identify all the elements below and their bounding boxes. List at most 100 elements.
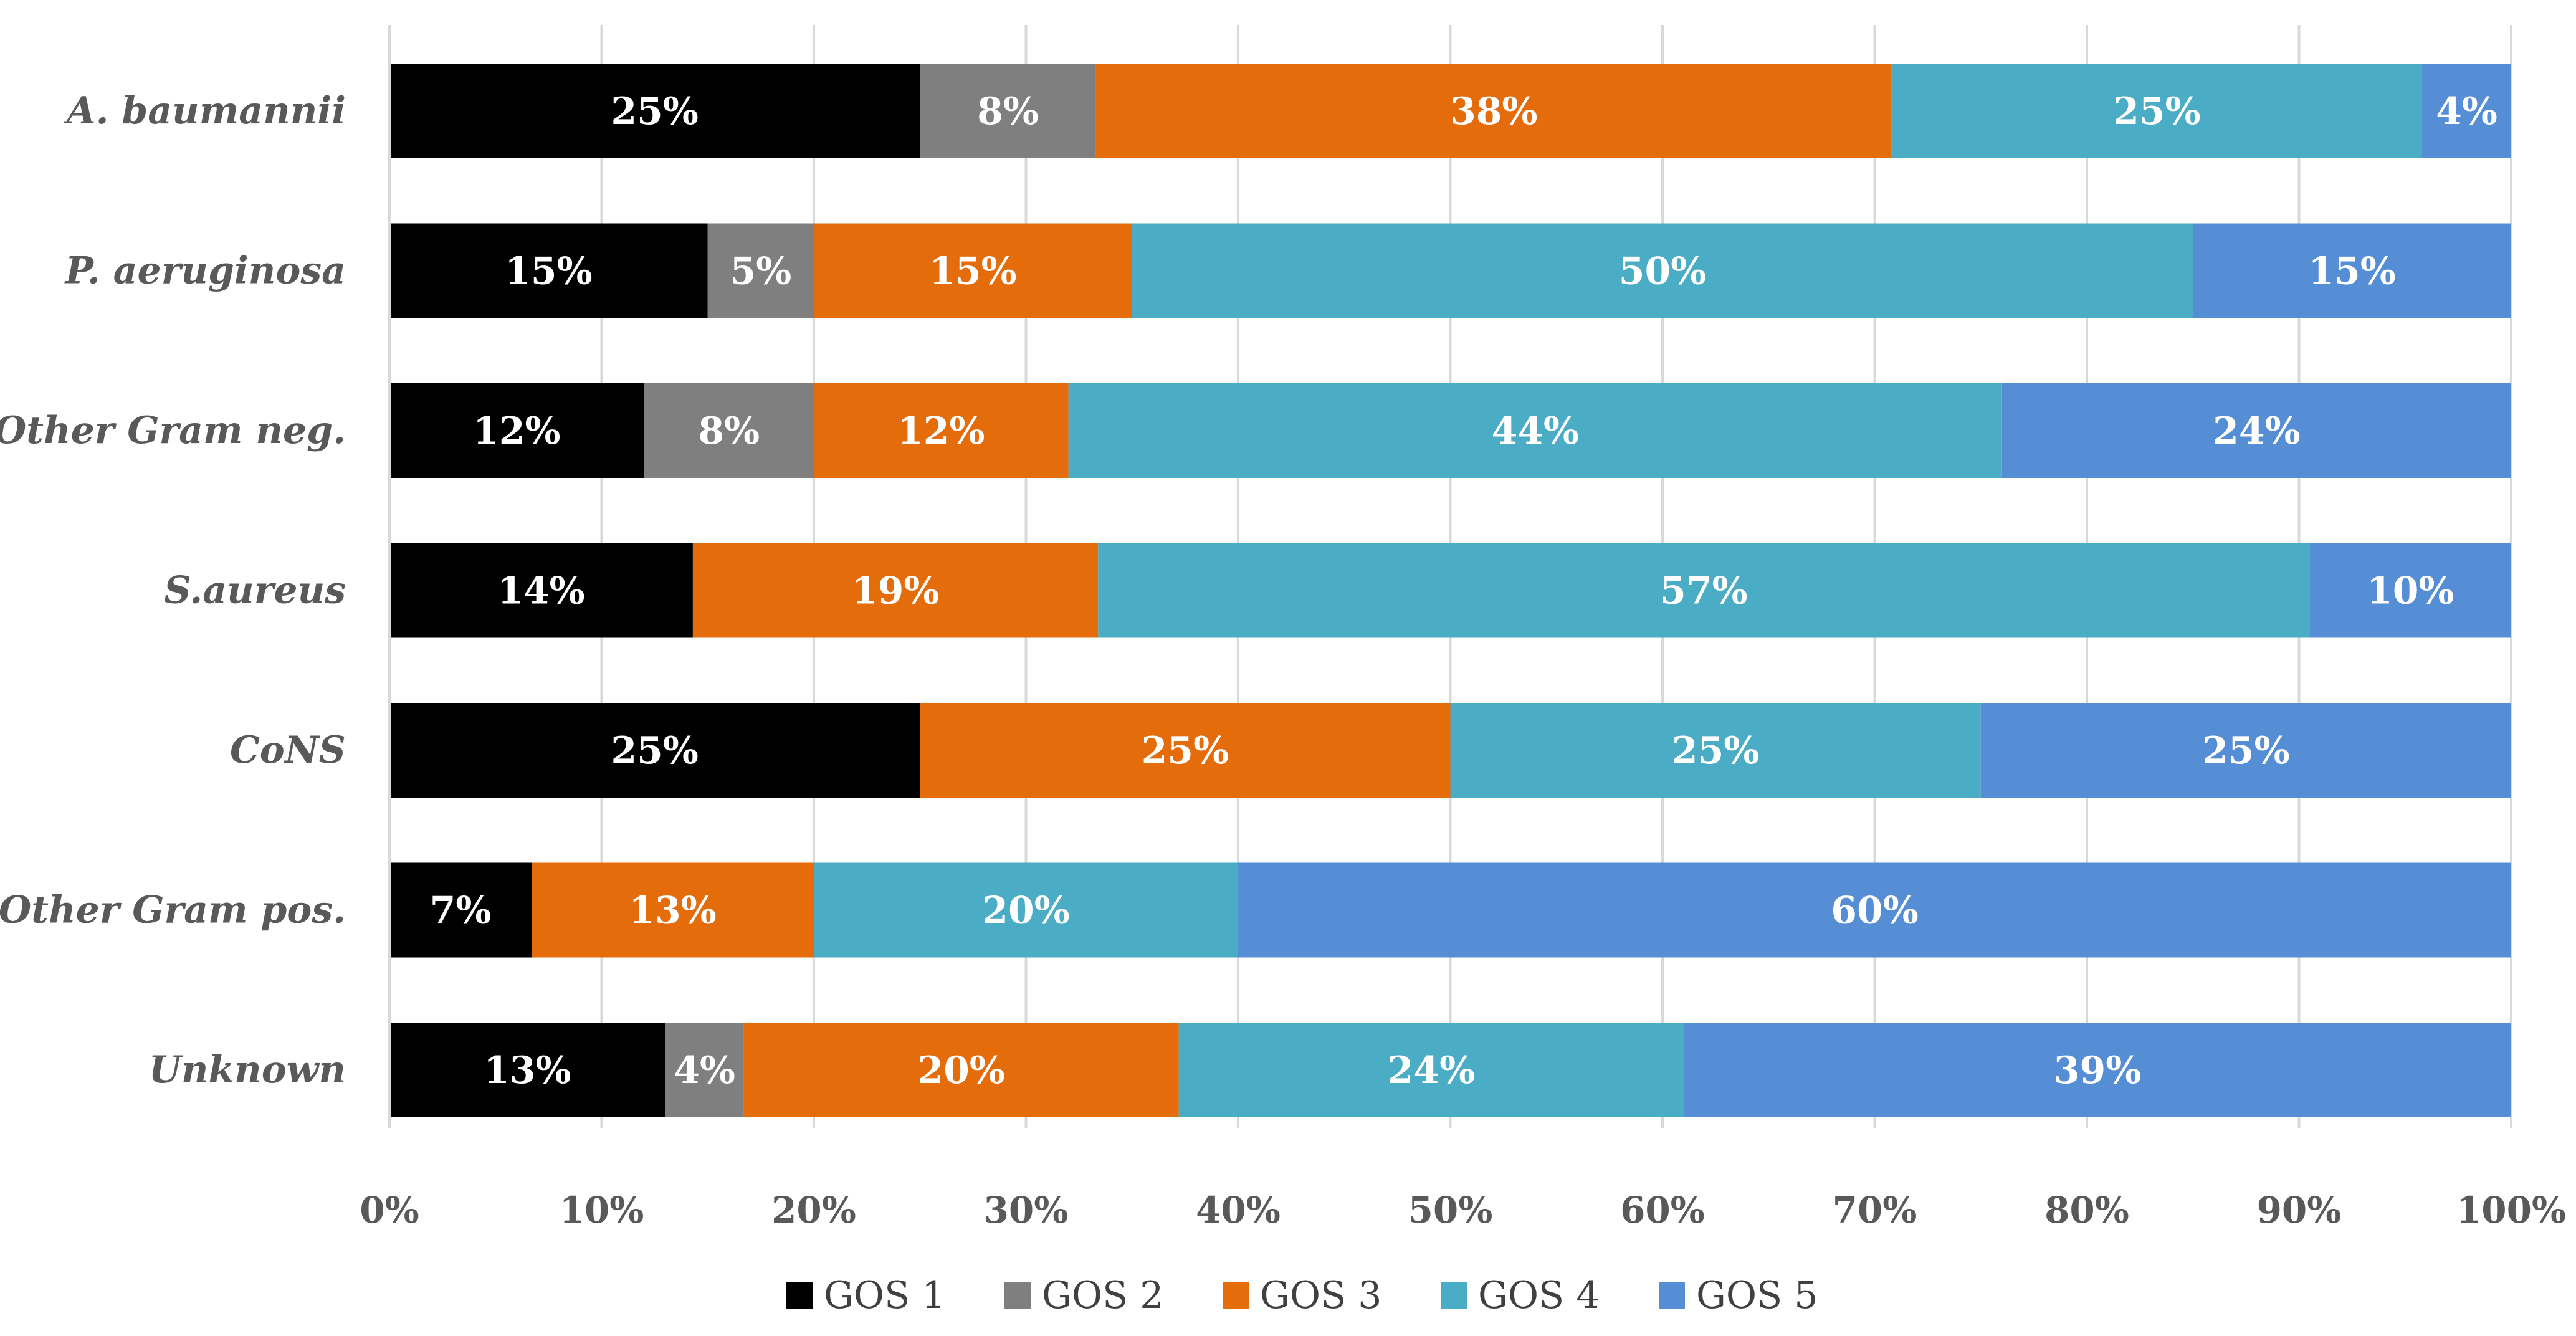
bar-segment: [2309, 543, 2511, 638]
bar-row: P. aeruginosa 15% 5% 15% 50% 15%: [64, 223, 2511, 318]
data-label: 24%: [1388, 1049, 1476, 1092]
legend-swatch: [1659, 1282, 1685, 1309]
bar-segment: [814, 862, 1238, 958]
data-label: 12%: [897, 409, 985, 453]
legend-item: GOS 2: [1004, 1274, 1163, 1317]
bar-segment: [1132, 223, 2193, 318]
data-label: 10%: [2367, 570, 2454, 613]
data-label: 25%: [611, 90, 699, 133]
data-label: 20%: [982, 889, 1070, 933]
data-label: 15%: [2308, 250, 2396, 293]
data-label: 38%: [1450, 90, 1538, 133]
x-axis-ticks: 0% 10% 20% 30% 40% 50% 60% 70% 80% 90% 100%: [360, 1189, 2566, 1231]
bar-row: A. baumannii 25% 8% 38% 25% 4%: [64, 64, 2511, 158]
legend-label: GOS 2: [1042, 1274, 1163, 1317]
category-label: P. aeruginosa: [64, 249, 346, 293]
bar-row: Other Gram pos. 7% 13% 20% 60%: [0, 862, 2511, 958]
data-label: 4%: [674, 1049, 735, 1092]
bar-segment: [920, 64, 1096, 158]
legend-item: GOS 4: [1441, 1274, 1600, 1317]
data-label: 25%: [2113, 90, 2201, 133]
x-tick-label: 70%: [1833, 1189, 1917, 1231]
x-tick-label: 0%: [360, 1189, 419, 1231]
category-label: Other Gram neg.: [0, 409, 346, 452]
data-label: 4%: [2436, 90, 2497, 133]
bar-segment: [389, 383, 644, 478]
data-label: 8%: [977, 90, 1039, 133]
data-label: 20%: [917, 1049, 1005, 1092]
bar-segment: [1238, 862, 2511, 958]
data-label: 15%: [505, 250, 593, 293]
data-label: 25%: [1142, 729, 1229, 773]
data-label: 13%: [484, 1049, 571, 1092]
bar-segment: [2193, 223, 2511, 318]
bar-segment: [743, 1023, 1179, 1117]
bar-segment: [692, 543, 1099, 638]
legend-item: GOS 5: [1659, 1274, 1818, 1317]
data-label: 25%: [611, 729, 699, 773]
x-tick-label: 10%: [560, 1189, 644, 1231]
data-label: 57%: [1660, 570, 1748, 613]
data-label: 25%: [2202, 729, 2290, 773]
data-label: 19%: [852, 570, 940, 613]
x-tick-label: 40%: [1196, 1189, 1281, 1231]
bar-segment: [1450, 703, 1981, 798]
bar-segment: [389, 64, 920, 158]
bar-segment: [389, 862, 532, 958]
legend: GOS 1 GOS 2 GOS 3 GOS 4 GOS 5: [786, 1274, 1818, 1317]
data-label: 13%: [629, 889, 717, 933]
bar-segment: [814, 223, 1132, 318]
category-label: S.aureus: [164, 569, 346, 613]
data-label: 44%: [1491, 409, 1579, 453]
category-label: CoNS: [230, 728, 346, 772]
bar-segment: [389, 223, 708, 318]
legend-label: GOS 5: [1696, 1274, 1818, 1317]
bar-segment: [532, 862, 814, 958]
data-label: 25%: [1672, 729, 1760, 773]
legend-swatch: [1223, 1282, 1249, 1309]
data-label: 7%: [430, 889, 492, 933]
bar-segment: [1095, 64, 1892, 158]
legend-label: GOS 3: [1260, 1274, 1381, 1317]
bar-segment: [920, 703, 1451, 798]
x-tick-label: 80%: [2044, 1189, 2129, 1231]
bar-segment: [665, 1023, 744, 1117]
bar-row: CoNS 25% 25% 25% 25%: [230, 703, 2511, 798]
legend-label: GOS 1: [824, 1274, 945, 1317]
x-tick-label: 30%: [984, 1189, 1069, 1231]
bar-segment: [1980, 703, 2511, 798]
legend-item: GOS 1: [786, 1274, 945, 1317]
data-label: 15%: [929, 250, 1017, 293]
legend-swatch: [1004, 1282, 1031, 1309]
bar-segment: [1684, 1023, 2511, 1117]
x-tick-label: 20%: [771, 1189, 856, 1231]
legend-swatch: [786, 1282, 813, 1309]
data-label: 60%: [1831, 889, 1919, 933]
bar-segment: [389, 703, 920, 798]
x-tick-label: 90%: [2257, 1189, 2342, 1231]
bar-segment: [1891, 64, 2422, 158]
bar-segment: [389, 1023, 665, 1117]
x-tick-label: 50%: [1408, 1189, 1493, 1231]
legend-label: GOS 4: [1478, 1274, 1600, 1317]
bar-row: Other Gram neg. 12% 8% 12% 44% 24%: [0, 383, 2511, 478]
data-label: 5%: [730, 250, 791, 293]
legend-swatch: [1441, 1282, 1467, 1309]
bar-segment: [2001, 383, 2511, 478]
bar-segment: [814, 383, 1069, 478]
data-label: 24%: [2213, 409, 2301, 453]
bar-row: S.aureus 14% 19% 57% 10%: [164, 543, 2511, 638]
data-label: 12%: [473, 409, 561, 453]
bar-segment: [1068, 383, 2002, 478]
bar-row: Unknown 13% 4% 20% 24% 39%: [149, 1023, 2511, 1117]
x-tick-label: 100%: [2456, 1189, 2566, 1231]
data-label: 8%: [698, 409, 760, 453]
bars: A. baumannii 25% 8% 38% 25% 4% P. aeruginosa 15…: [0, 64, 2511, 1117]
data-label: 50%: [1619, 250, 1707, 293]
legend-item: GOS 3: [1223, 1274, 1381, 1317]
bar-segment: [1098, 543, 2310, 638]
category-label: A. baumannii: [64, 89, 346, 133]
category-label: Unknown: [149, 1048, 346, 1092]
